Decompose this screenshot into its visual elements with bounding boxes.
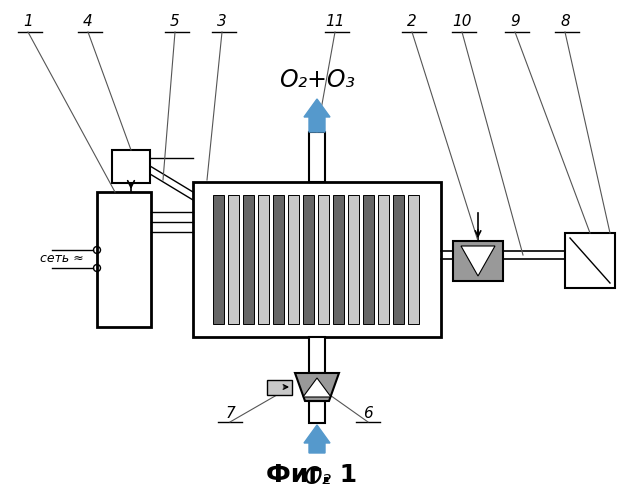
Text: Фиг. 1: Фиг. 1	[266, 463, 358, 487]
Bar	[213, 195, 224, 324]
FancyArrow shape	[304, 99, 330, 132]
Bar	[333, 195, 344, 324]
Polygon shape	[303, 378, 331, 397]
Text: 10: 10	[452, 14, 472, 30]
Bar	[393, 195, 404, 324]
Bar	[243, 195, 254, 324]
Bar	[309, 401, 325, 423]
Bar	[288, 195, 299, 324]
Polygon shape	[461, 246, 495, 276]
Text: 5: 5	[170, 14, 180, 30]
Bar	[363, 195, 374, 324]
Text: 9: 9	[510, 14, 520, 30]
Text: 6: 6	[363, 406, 373, 420]
Bar	[273, 195, 284, 324]
Text: 8: 8	[560, 14, 570, 30]
Bar	[408, 195, 419, 324]
Bar	[453, 241, 503, 281]
Bar	[309, 132, 325, 182]
Text: O₂: O₂	[303, 465, 331, 489]
FancyArrow shape	[304, 425, 330, 453]
Text: 11: 11	[325, 14, 345, 30]
Bar	[258, 195, 269, 324]
Bar	[193, 182, 441, 337]
Bar	[97, 192, 151, 327]
Bar	[112, 150, 150, 183]
Text: 4: 4	[83, 14, 93, 30]
Text: 1: 1	[23, 14, 33, 30]
Text: O₂+O₃: O₂+O₃	[279, 68, 355, 92]
Bar	[303, 195, 314, 324]
Bar	[565, 233, 615, 288]
Text: 3: 3	[217, 14, 227, 30]
Text: 7: 7	[225, 406, 235, 420]
Bar	[267, 380, 292, 395]
Text: сеть ≈: сеть ≈	[40, 252, 84, 264]
Bar	[378, 195, 389, 324]
Bar	[309, 337, 325, 373]
Bar	[318, 195, 329, 324]
Bar	[348, 195, 359, 324]
Text: 2: 2	[407, 14, 417, 30]
Bar	[228, 195, 239, 324]
Polygon shape	[295, 373, 339, 401]
